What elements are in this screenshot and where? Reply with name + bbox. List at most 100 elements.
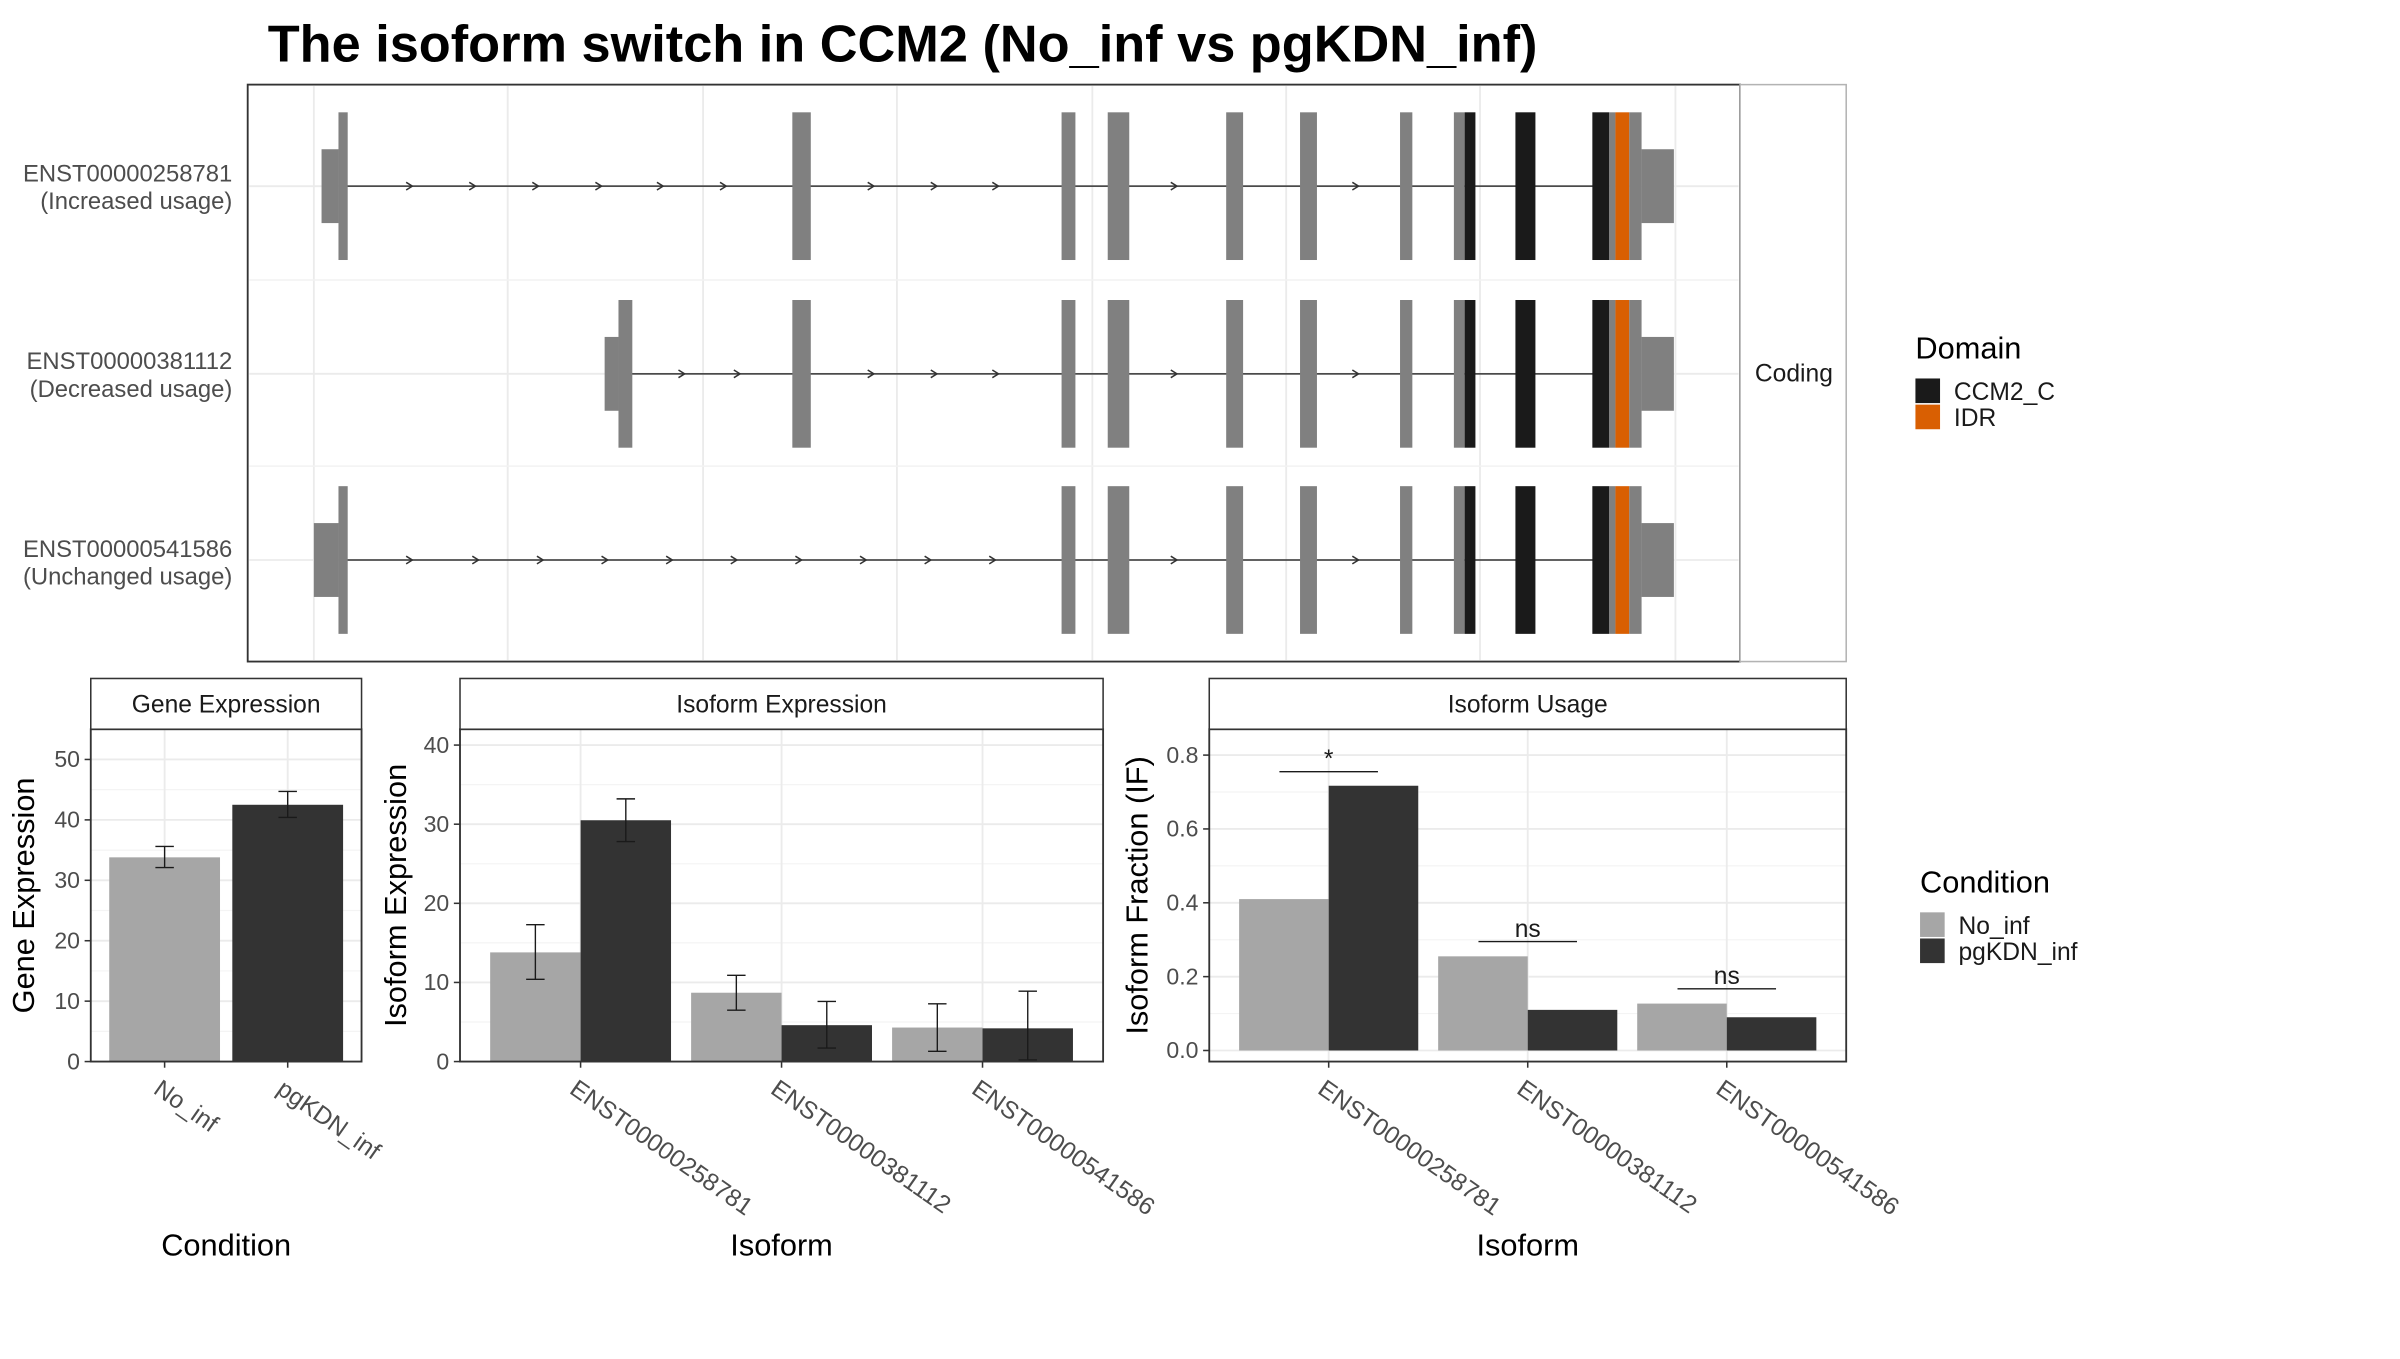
isoform-expression-chart: Isoform Expression 0 10 20 30 40 ENST000002587…	[378, 677, 1159, 1262]
coding-exon	[1400, 486, 1413, 634]
y-tick-label: 0.0	[1166, 1037, 1198, 1063]
x-tick-label: ENST00000258781	[1313, 1075, 1506, 1221]
direction-arrow	[1170, 369, 1179, 379]
x-tick-label: ENST00000258781	[565, 1075, 758, 1221]
coding-exon	[338, 112, 348, 261]
domain-legend: Domain CCM2_C IDR	[1915, 330, 2055, 432]
y-tick-label: 0.6	[1166, 816, 1198, 842]
x-axis-title: Condition	[161, 1227, 291, 1262]
coding-exon	[1300, 112, 1317, 261]
domain-legend-swatch-ccm2-c	[1915, 378, 1941, 404]
isoform-label-id: ENST00000258781	[23, 161, 232, 188]
isoform-label-status: (Unchanged usage)	[23, 564, 232, 591]
idr-domain	[1615, 300, 1630, 448]
chart-title: Isoform Usage	[1448, 691, 1608, 718]
x-tick-label: ENST00000381112	[766, 1075, 956, 1219]
y-tick-label: 0	[436, 1048, 449, 1074]
coding-exon	[1400, 300, 1413, 448]
ccm2-c-domain	[1464, 486, 1476, 634]
direction-arrow	[601, 555, 610, 565]
ccm2-c-domain	[1515, 300, 1536, 448]
ccm2-c-domain	[1592, 486, 1610, 634]
direction-arrow	[405, 181, 414, 191]
idr-domain	[1615, 112, 1630, 261]
y-tick-label: 30	[54, 867, 80, 893]
ccm2-c-domain	[1515, 486, 1536, 634]
coding-exon	[338, 486, 348, 634]
y-tick-label: 0.4	[1166, 889, 1198, 915]
direction-arrow	[1351, 555, 1360, 565]
chart-title: Isoform Expression	[676, 691, 887, 718]
coding-exon	[1107, 486, 1130, 634]
coding-exon	[1061, 112, 1076, 261]
x-axis-title: Isoform	[730, 1227, 833, 1262]
idr-domain	[1615, 486, 1630, 634]
utr-exon	[313, 523, 339, 597]
utr-exon	[604, 336, 619, 411]
bar	[580, 820, 672, 1062]
x-tick-label: ENST00000541586	[1711, 1075, 1904, 1221]
direction-arrow	[468, 181, 477, 191]
direction-arrow	[1351, 369, 1360, 379]
bar	[1328, 785, 1419, 1051]
isoform-label-id: ENST00000541586	[23, 536, 232, 563]
y-tick-label: 50	[54, 746, 80, 772]
ccm2-c-domain	[1464, 300, 1476, 448]
y-tick-label: 30	[424, 811, 450, 837]
x-tick-label: ENST00000381112	[1512, 1075, 1702, 1219]
isoform-usage-chart: * ns ns Isoform Usage 0.0 0.2 0.4 0.6 0.8 ENST000…	[1120, 677, 1904, 1262]
ccm2-c-domain	[1592, 300, 1610, 448]
ccm2-c-domain	[1515, 112, 1536, 261]
y-tick-label: 0.2	[1166, 963, 1198, 989]
direction-arrow	[988, 555, 997, 565]
y-axis-title: Gene Expression	[6, 777, 41, 1013]
direction-arrow	[471, 555, 480, 565]
bar	[1527, 1009, 1618, 1051]
condition-legend-swatch-pgkdn-inf	[1920, 938, 1945, 964]
condition-legend-label: pgKDN_inf	[1959, 939, 2078, 966]
facet-strip	[1208, 677, 1847, 731]
coding-facet-strip	[1739, 83, 1847, 663]
ccm2-c-domain	[1464, 112, 1476, 261]
isoform-track	[313, 486, 1674, 634]
x-axis-title: Isoform	[1476, 1227, 1579, 1262]
coding-exon	[1226, 486, 1244, 634]
direction-arrow	[405, 555, 414, 565]
coding-exon	[1609, 112, 1616, 261]
direction-arrow	[794, 555, 804, 565]
domain-legend-label: CCM2_C	[1954, 379, 2055, 406]
y-tick-label: 20	[54, 927, 80, 953]
y-axis-title: Isoform Fraction (IF)	[1120, 756, 1155, 1035]
bar	[232, 804, 344, 1062]
condition-legend-title: Condition	[1920, 864, 2050, 899]
y-tick-label: 40	[54, 807, 80, 833]
domain-legend-swatch-idr	[1915, 404, 1941, 430]
coding-exon	[1629, 112, 1642, 261]
gene-expression-chart: Gene Expression 0 10 20 30 40 50 No_inf pgKDN_in…	[6, 677, 385, 1262]
direction-arrow	[678, 369, 687, 379]
x-tick-label: No_inf	[149, 1075, 223, 1138]
coding-exon	[1453, 300, 1465, 448]
y-axis-title: Isoform Expression	[378, 764, 413, 1027]
coding-exon	[1300, 486, 1317, 634]
chart-title: Gene Expression	[132, 691, 321, 718]
coding-exon	[1061, 300, 1076, 448]
structure-tracks	[313, 112, 1674, 634]
transcript-structure-panel: Coding ENST00000258781 (Increased usage)…	[23, 83, 1847, 663]
coding-exon	[1629, 300, 1642, 448]
coding-exon	[1629, 486, 1642, 634]
y-tick-label: 10	[424, 969, 450, 995]
coding-exon	[618, 300, 633, 448]
utr-exon	[1641, 336, 1674, 411]
y-tick-label: 10	[54, 988, 80, 1014]
domain-legend-label: IDR	[1954, 405, 1996, 432]
coding-exon	[1300, 300, 1317, 448]
utr-exon	[1641, 149, 1674, 224]
isoform-label-id: ENST00000381112	[27, 348, 233, 375]
direction-arrow	[991, 181, 1000, 191]
significance-label: ns	[1515, 916, 1541, 943]
coding-exon	[1453, 112, 1465, 261]
direction-arrow	[730, 555, 739, 565]
y-tick-label: 0	[67, 1048, 80, 1074]
isoform-label-status: (Increased usage)	[40, 188, 232, 215]
